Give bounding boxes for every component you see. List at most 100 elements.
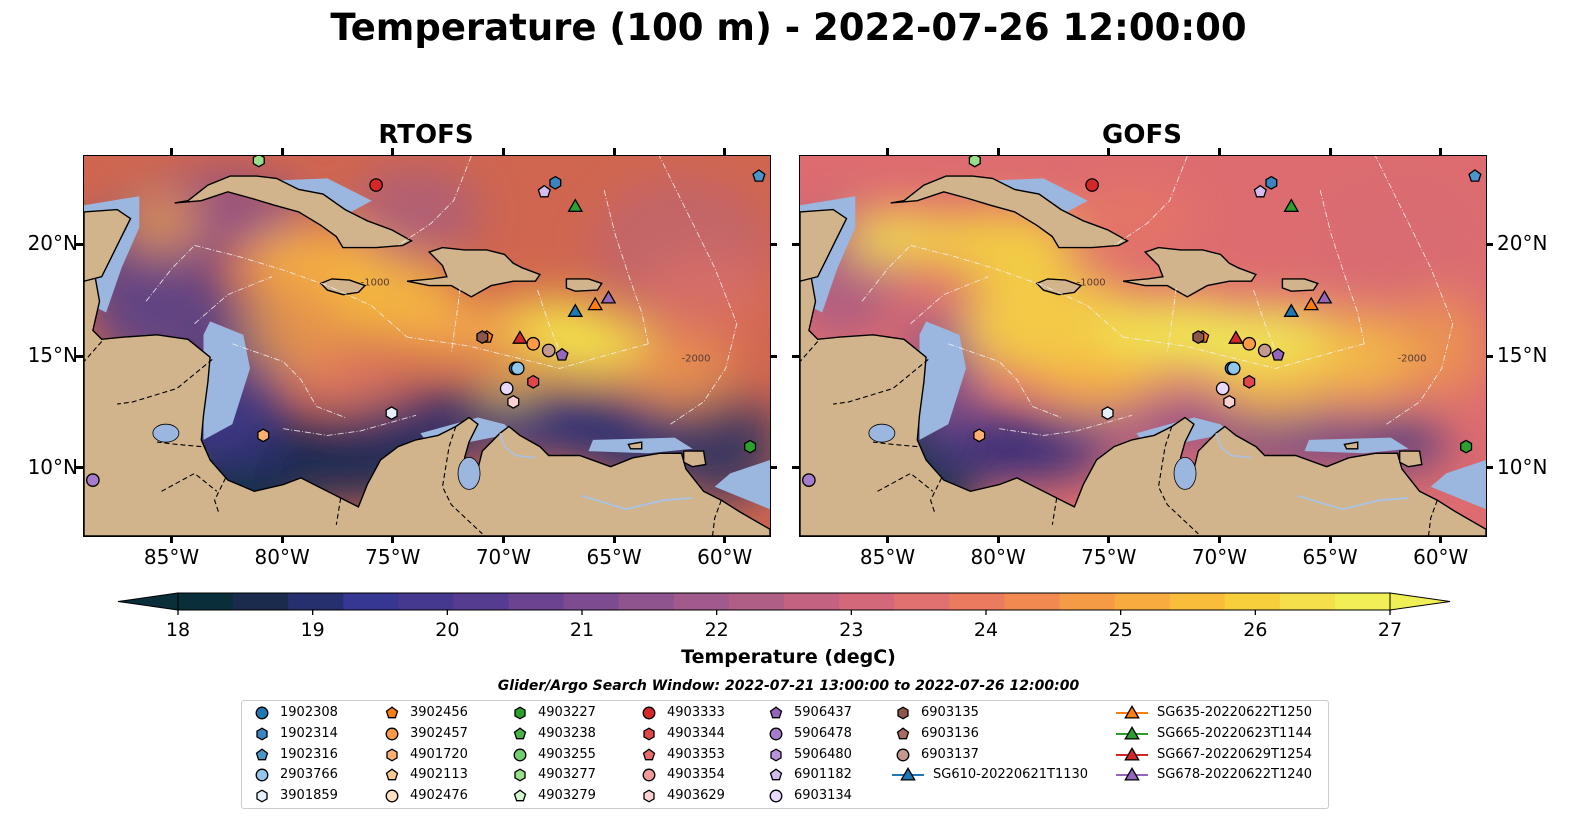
contour-label: -2000 bbox=[681, 354, 710, 365]
map-canvas: -100 -1000 -2000 bbox=[800, 156, 1486, 536]
legend-marker-icon bbox=[513, 748, 527, 762]
legend-label: 4903227 bbox=[538, 705, 596, 720]
observation-marker-4901720 bbox=[257, 428, 270, 443]
legend-marker-icon bbox=[385, 706, 399, 719]
legend-marker bbox=[896, 727, 910, 740]
legend-marker-icon bbox=[385, 789, 399, 803]
legend-marker-icon bbox=[642, 768, 656, 782]
legend-marker bbox=[1124, 746, 1140, 761]
observation-marker-SG665-20220623T1144 bbox=[567, 198, 584, 212]
lon-tick-label: 85°W bbox=[859, 545, 916, 569]
observation-marker-3902457 bbox=[526, 336, 541, 351]
observation-marker-5906437 bbox=[1271, 347, 1285, 361]
legend-marker-icon bbox=[1116, 705, 1148, 719]
observation-marker-4903333 bbox=[1085, 178, 1099, 192]
colorbar-segment bbox=[288, 593, 344, 610]
observation-marker-SG635-20220622T1250 bbox=[1303, 296, 1320, 311]
legend-label: 4903279 bbox=[538, 788, 596, 804]
legend-marker bbox=[642, 768, 656, 782]
observation-marker-SG635-20220622T1250 bbox=[587, 296, 604, 311]
legend-label: 4903255 bbox=[538, 746, 596, 762]
tick-mark bbox=[280, 536, 284, 543]
lon-tick-label: 65°W bbox=[1302, 545, 1358, 569]
tick-mark bbox=[886, 536, 890, 543]
legend-marker bbox=[385, 727, 399, 741]
colorbar-segment bbox=[894, 593, 950, 610]
legend-label: 6903137 bbox=[921, 746, 979, 762]
legend-marker-icon bbox=[1116, 767, 1148, 781]
legend-marker-icon bbox=[255, 768, 269, 782]
legend-label: 3901859 bbox=[280, 788, 338, 804]
legend-marker-icon bbox=[642, 706, 656, 720]
tick-mark bbox=[723, 536, 727, 543]
colorbar-segment bbox=[1334, 593, 1391, 610]
legend-label: 6903135 bbox=[921, 705, 979, 720]
tick-mark bbox=[770, 354, 777, 358]
observation-marker-4903277 bbox=[252, 156, 265, 168]
tick-mark bbox=[76, 242, 83, 246]
tick-mark bbox=[1107, 536, 1111, 543]
observation-marker-3901859 bbox=[385, 406, 398, 421]
colorbar-segment bbox=[563, 593, 620, 610]
tick-mark bbox=[391, 148, 395, 155]
legend-label: 4903238 bbox=[538, 725, 596, 741]
colorbar-tick-label: 18 bbox=[166, 619, 190, 641]
legend-marker bbox=[255, 747, 269, 760]
observation-marker-6903135 bbox=[1192, 330, 1205, 345]
legend-marker bbox=[1124, 725, 1140, 740]
legend-marker bbox=[897, 706, 909, 720]
legend-marker-icon bbox=[769, 789, 783, 803]
legend-marker-icon bbox=[256, 789, 268, 803]
legend-label: 3902457 bbox=[410, 725, 468, 741]
colorbar-tick-label: 24 bbox=[974, 619, 998, 641]
tick-mark bbox=[770, 242, 777, 246]
legend-label: SG635-20220622T1250 bbox=[1157, 705, 1313, 720]
legend-label: 6903134 bbox=[794, 788, 852, 804]
legend-marker bbox=[513, 727, 527, 740]
panel-title-rtofs: RTOFS bbox=[378, 120, 474, 150]
tick-mark bbox=[723, 148, 727, 155]
legend-marker bbox=[642, 747, 656, 760]
legend-marker-icon bbox=[256, 727, 268, 741]
observation-marker-6903135 bbox=[476, 330, 489, 345]
legend-marker-icon bbox=[385, 727, 399, 741]
legend-marker-icon bbox=[513, 727, 527, 740]
colorbar-tick-label: 21 bbox=[570, 619, 594, 641]
legend-label: 4903353 bbox=[667, 746, 725, 762]
map-panel-gofs: -100 -1000 -2000 bbox=[799, 155, 1487, 537]
observation-marker-1902316 bbox=[1468, 169, 1482, 182]
legend-marker-icon bbox=[386, 748, 398, 762]
colorbar-segment bbox=[508, 593, 565, 610]
legend-marker bbox=[385, 789, 399, 803]
tick-mark bbox=[770, 466, 777, 470]
legend-marker-icon bbox=[514, 706, 526, 720]
observation-marker-1902316 bbox=[752, 169, 766, 182]
colorbar-tick-label: 25 bbox=[1109, 619, 1133, 641]
legend-marker bbox=[386, 748, 398, 762]
legend-marker bbox=[643, 727, 655, 741]
legend-marker-icon bbox=[769, 727, 783, 741]
observation-marker-6903137 bbox=[1257, 343, 1272, 358]
observation-marker-4903344 bbox=[527, 374, 540, 389]
legend-label: 4902113 bbox=[410, 767, 468, 783]
colorbar-tick-label: 27 bbox=[1378, 619, 1402, 641]
lon-tick-label: 75°W bbox=[1081, 545, 1137, 569]
legend-marker bbox=[513, 789, 527, 802]
colorbar: 18 19 20 21 22 23 24 25 26 27 bbox=[117, 592, 1451, 641]
tick-mark bbox=[792, 242, 799, 246]
legend-label: 6903136 bbox=[921, 725, 979, 741]
legend-marker-icon bbox=[896, 727, 910, 740]
observation-marker-1902314 bbox=[1265, 175, 1278, 190]
legend-marker-icon bbox=[896, 748, 910, 762]
observation-marker-SG678-20220622T1240 bbox=[1316, 290, 1333, 304]
map-panel-rtofs: -100 -1000 -2000 bbox=[83, 155, 771, 537]
observation-marker-6903134 bbox=[1215, 381, 1230, 396]
colorbar-segment bbox=[839, 593, 895, 610]
legend-marker bbox=[1124, 705, 1140, 719]
observation-marker-2903766 bbox=[510, 361, 525, 376]
legend-marker bbox=[513, 748, 527, 762]
colorbar-extend-high bbox=[1389, 592, 1451, 611]
legend-label: 4903629 bbox=[667, 788, 725, 804]
observation-marker-SG610-20220621T1130 bbox=[567, 303, 584, 317]
contour-label: -100 bbox=[1061, 156, 1084, 159]
